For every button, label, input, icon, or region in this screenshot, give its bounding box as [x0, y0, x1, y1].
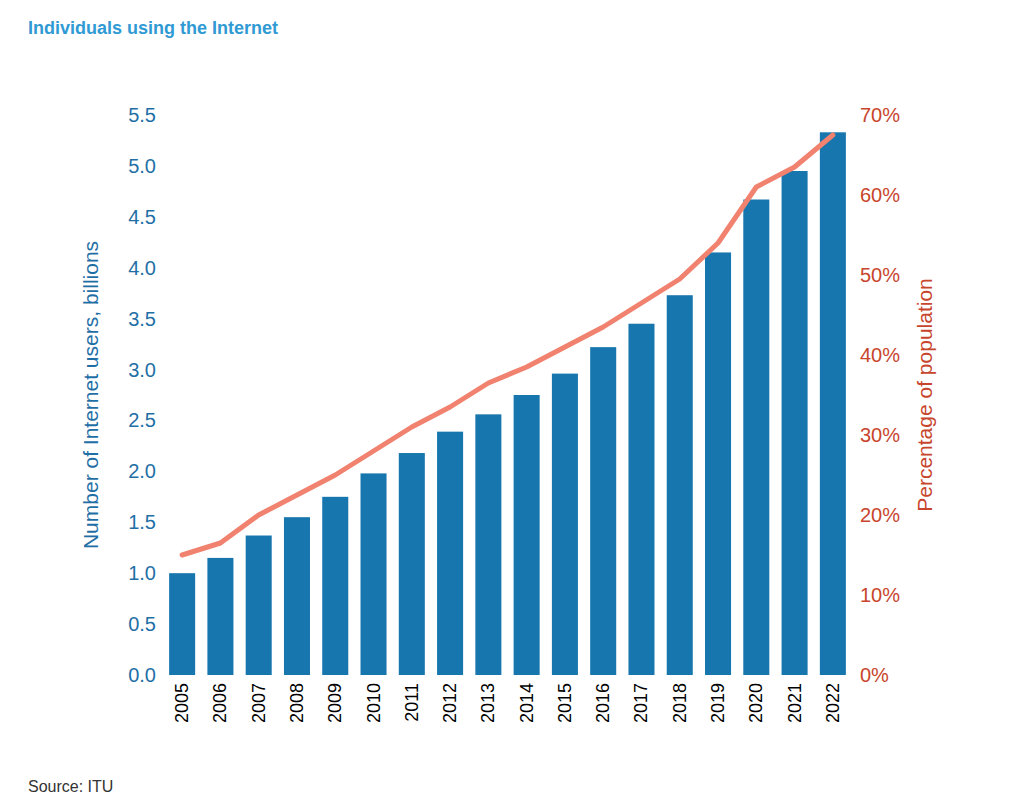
- y-tick-label: 4.5: [128, 206, 156, 228]
- bar: [628, 324, 654, 675]
- bar: [705, 252, 731, 675]
- x-tick-label: 2015: [555, 683, 575, 723]
- bar: [782, 171, 808, 675]
- x-tick-label: 2016: [593, 683, 613, 723]
- x-tick-label: 2021: [785, 683, 805, 723]
- bar: [169, 573, 195, 675]
- x-tick-label: 2012: [440, 683, 460, 723]
- y-tick-label: 1.5: [128, 511, 156, 533]
- y-tick-label: 2.0: [128, 460, 156, 482]
- source: Source: ITU: [28, 778, 113, 795]
- x-tick-label: 2005: [172, 683, 192, 723]
- title: Individuals using the Internet: [28, 18, 278, 38]
- bar: [552, 374, 578, 675]
- y-tick-label: 0.5: [128, 613, 156, 635]
- y2-tick-label: 70%: [860, 104, 900, 126]
- x-tick-label: 2020: [746, 683, 766, 723]
- x-tick-label: 2014: [517, 683, 537, 723]
- bar: [399, 453, 425, 675]
- x-tick-label: 2013: [478, 683, 498, 723]
- y2-tick-label: 0%: [860, 664, 889, 686]
- y-tick-label: 2.5: [128, 409, 156, 431]
- bar: [590, 347, 616, 675]
- bar: [207, 558, 233, 675]
- bar: [667, 295, 693, 675]
- bar: [284, 517, 310, 675]
- y-axis-title: Number of Internet users, billions: [79, 241, 102, 549]
- x-tick-label: 2007: [249, 683, 269, 723]
- bar: [820, 132, 846, 675]
- x-tick-label: 2022: [823, 683, 843, 723]
- bar: [743, 200, 769, 675]
- y2-tick-label: 40%: [860, 344, 900, 366]
- bar: [246, 536, 272, 675]
- bar: [322, 497, 348, 675]
- y-tick-label: 0.0: [128, 664, 156, 686]
- y-tick-label: 4.0: [128, 257, 156, 279]
- y2-tick-label: 60%: [860, 184, 900, 206]
- y2-axis-title: Percentage of population: [913, 278, 936, 512]
- x-tick-label: 2018: [670, 683, 690, 723]
- line: [182, 135, 833, 555]
- bar: [514, 395, 540, 675]
- bar: [437, 432, 463, 675]
- y2-tick-label: 10%: [860, 584, 900, 606]
- y-tick-label: 5.0: [128, 155, 156, 177]
- x-tick-label: 2006: [210, 683, 230, 723]
- bar: [361, 473, 387, 675]
- x-tick-label: 2009: [325, 683, 345, 723]
- plot-area: [169, 132, 846, 675]
- x-tick-label: 2019: [708, 683, 728, 723]
- y-tick-label: 3.5: [128, 308, 156, 330]
- x-tick-label: 2010: [364, 683, 384, 723]
- x-tick-label: 2008: [287, 683, 307, 723]
- chart: Individuals using the Internet Source: IT…: [0, 0, 1012, 800]
- y2-tick-label: 30%: [860, 424, 900, 446]
- x-tick-label: 2017: [631, 683, 651, 723]
- y2-tick-label: 50%: [860, 264, 900, 286]
- y2-tick-label: 20%: [860, 504, 900, 526]
- bar: [475, 414, 501, 675]
- y-tick-label: 3.0: [128, 359, 156, 381]
- y-tick-label: 5.5: [128, 104, 156, 126]
- y-tick-label: 1.0: [128, 562, 156, 584]
- x-tick-label: 2011: [402, 683, 422, 722]
